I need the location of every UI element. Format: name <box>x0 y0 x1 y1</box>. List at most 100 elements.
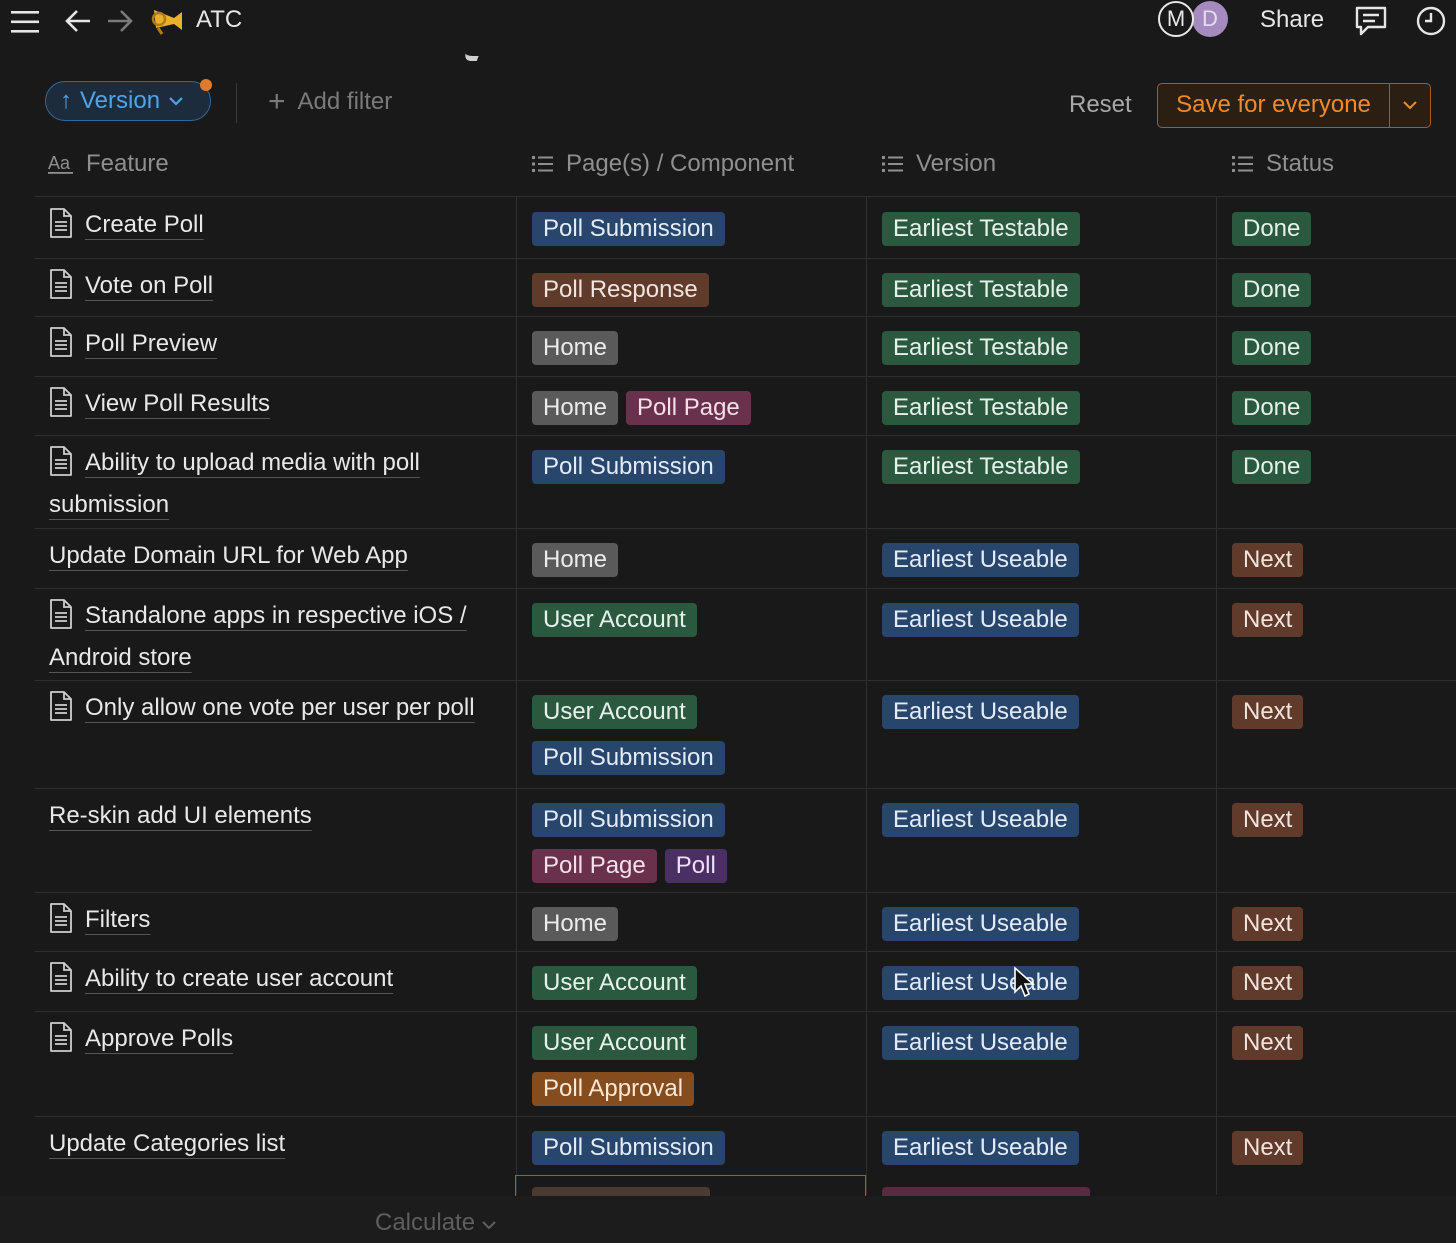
pages-cell[interactable]: Home <box>532 331 862 377</box>
feature-cell[interactable]: Ability to upload media with poll submis… <box>49 445 499 523</box>
feature-cell[interactable]: Only allow one vote per user per poll <box>49 690 499 732</box>
feature-cell[interactable]: Standalone apps in respective iOS / Andr… <box>49 598 499 676</box>
pages-cell[interactable]: Poll Submission Poll Page Poll <box>532 803 862 895</box>
status-tag: Done <box>1232 450 1312 484</box>
page-title[interactable]: ATC <box>196 6 243 33</box>
version-cell[interactable]: Earliest Useable <box>882 966 1087 1012</box>
feature-title[interactable]: Standalone apps in respective iOS / Andr… <box>49 602 467 671</box>
feature-cell[interactable]: Vote on Poll <box>49 268 499 310</box>
feature-cell[interactable]: Update Domain URL for Web App <box>49 538 499 574</box>
avatar-d[interactable]: D <box>1192 1 1228 37</box>
column-header-status[interactable]: Status <box>1232 150 1334 178</box>
feature-title[interactable]: Poll Preview <box>85 330 218 357</box>
feature-title[interactable]: Re-skin add UI elements <box>49 802 312 829</box>
feature-cell[interactable]: Create Poll <box>49 207 499 249</box>
status-cell[interactable]: Next <box>1232 1131 1311 1177</box>
status-cell[interactable]: Next <box>1232 1026 1311 1072</box>
version-cell[interactable]: Earliest Testable <box>882 273 1088 319</box>
status-cell[interactable]: Done <box>1232 391 1319 437</box>
feature-cell[interactable]: Re-skin add UI elements <box>49 798 499 834</box>
comments-icon[interactable] <box>1354 5 1388 37</box>
pages-cell[interactable]: Poll Submission <box>532 212 862 258</box>
version-cell[interactable]: Earliest Useable <box>882 1026 1087 1072</box>
back-arrow-icon[interactable] <box>64 8 92 34</box>
version-cell[interactable]: Earliest Useable <box>882 907 1087 953</box>
version-cell[interactable]: Earliest Useable <box>882 603 1087 649</box>
feature-title[interactable]: Filters <box>85 906 151 933</box>
reset-button[interactable]: Reset <box>1069 91 1132 118</box>
pages-cell[interactable]: User Account <box>532 966 862 1012</box>
column-header-label: Feature <box>86 150 169 177</box>
feature-cell[interactable]: Update Categories list <box>49 1126 499 1162</box>
status-cell[interactable]: Done <box>1232 331 1319 377</box>
status-cell[interactable]: Next <box>1232 907 1311 953</box>
status-cell[interactable]: Next <box>1232 603 1311 649</box>
feature-title[interactable]: Ability to create user account <box>85 965 394 992</box>
version-cell[interactable]: Earliest Useable <box>882 803 1087 849</box>
feature-title[interactable]: Only allow one vote per user per poll <box>85 694 475 721</box>
divider <box>236 83 237 123</box>
feature-title[interactable]: View Poll Results <box>85 390 270 417</box>
save-for-everyone-button[interactable]: Save for everyone <box>1157 83 1431 128</box>
status-tag: Next <box>1232 803 1304 837</box>
pages-cell[interactable]: User Account <box>532 603 862 649</box>
pages-cell[interactable]: User Account Poll Approval <box>532 1026 862 1118</box>
calculate-button[interactable]: Calculate <box>375 1209 496 1237</box>
status-cell[interactable]: Next <box>1232 695 1311 741</box>
pages-cell[interactable]: Home <box>532 543 862 589</box>
page-tag: Poll Response <box>532 273 709 307</box>
status-cell[interactable]: Done <box>1232 450 1319 496</box>
pages-cell[interactable]: Poll Response <box>532 273 862 319</box>
avatar-m[interactable]: M <box>1158 1 1194 37</box>
pages-cell[interactable]: Poll Submission <box>532 1131 862 1177</box>
add-filter-button[interactable]: + Add filter <box>268 87 393 117</box>
feature-title[interactable]: Update Categories list <box>49 1130 286 1157</box>
feature-title[interactable]: Approve Polls <box>85 1025 234 1052</box>
pages-cell[interactable]: Poll Submission <box>532 450 862 496</box>
version-cell[interactable]: Earliest Useable <box>882 543 1087 589</box>
version-cell[interactable]: Earliest Testable <box>882 450 1088 496</box>
feature-title[interactable]: Vote on Poll <box>85 272 214 299</box>
feature-cell[interactable]: View Poll Results <box>49 386 499 428</box>
version-tag: Earliest Testable <box>882 391 1080 425</box>
share-button[interactable]: Share <box>1260 6 1325 33</box>
save-label[interactable]: Save for everyone <box>1158 84 1390 127</box>
column-header-label: Page(s) / Component <box>566 150 795 177</box>
page-tag: User Account <box>532 603 697 637</box>
row-divider <box>35 528 1456 529</box>
menu-icon[interactable] <box>10 9 40 35</box>
feature-title[interactable]: Ability to upload media with poll submis… <box>49 449 420 518</box>
save-dropdown-button[interactable] <box>1390 97 1430 115</box>
status-cell[interactable]: Done <box>1232 273 1319 319</box>
feature-cell[interactable]: Ability to create user account <box>49 961 499 1003</box>
status-cell[interactable]: Next <box>1232 803 1311 849</box>
row-divider <box>35 316 1456 317</box>
status-cell[interactable]: Next <box>1232 543 1311 589</box>
forward-arrow-icon[interactable] <box>106 8 134 34</box>
column-header-pages[interactable]: Page(s) / Component <box>532 150 794 178</box>
page-tag: User Account <box>532 966 697 1000</box>
pages-cell[interactable]: User Account Poll Submission <box>532 695 862 787</box>
version-cell[interactable]: Earliest Useable <box>882 695 1087 741</box>
status-cell[interactable]: Done <box>1232 212 1319 258</box>
sort-version-pill[interactable]: ↑ Version <box>45 81 211 121</box>
feature-title[interactable]: Update Domain URL for Web App <box>49 542 408 569</box>
feature-cell[interactable]: Poll Preview <box>49 326 499 368</box>
feature-title[interactable]: Create Poll <box>85 211 204 238</box>
add-filter-label: Add filter <box>297 88 393 115</box>
feature-cell[interactable]: Filters <box>49 902 499 944</box>
column-header-feature[interactable]: Aa Feature <box>48 150 169 178</box>
version-cell[interactable]: Earliest Testable <box>882 212 1088 258</box>
column-header-version[interactable]: Version <box>882 150 996 178</box>
pages-cell[interactable]: Home Poll Page <box>532 391 862 437</box>
pages-cell[interactable]: Home <box>532 907 862 953</box>
column-divider <box>866 197 867 1195</box>
feature-cell[interactable]: Approve Polls <box>49 1021 499 1063</box>
updates-clock-icon[interactable] <box>1415 5 1447 37</box>
page-document-icon <box>49 1022 73 1063</box>
status-cell[interactable]: Next <box>1232 966 1311 1012</box>
version-cell[interactable]: Earliest Useable <box>882 1131 1087 1177</box>
version-cell[interactable]: Earliest Testable <box>882 331 1088 377</box>
page-tag: Home <box>532 543 619 577</box>
version-cell[interactable]: Earliest Testable <box>882 391 1088 437</box>
